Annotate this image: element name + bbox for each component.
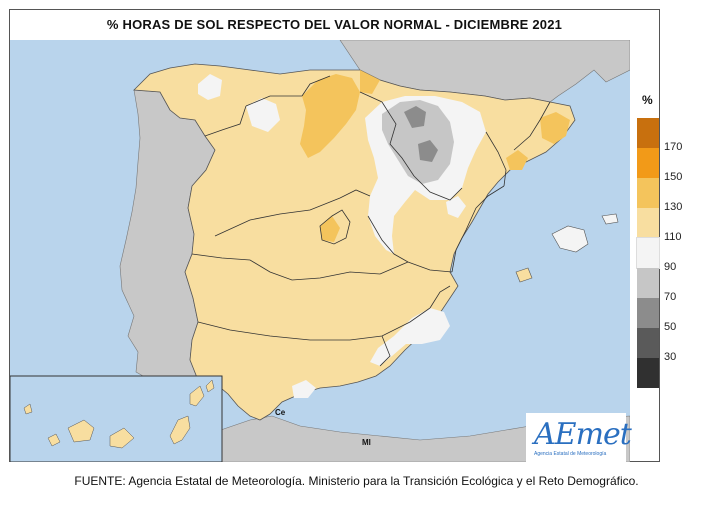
legend-swatch-7	[637, 298, 659, 328]
zone-near-normal-leon	[246, 98, 280, 132]
zone-well-above-cantabria	[300, 74, 360, 158]
legend-tick-30: 30	[664, 351, 677, 363]
legend-swatch-5	[636, 237, 660, 269]
source-footer: FUENTE: Agencia Estatal de Meteorología.…	[74, 474, 639, 488]
legend-swatch-4	[637, 208, 659, 238]
legend-swatch-3	[637, 178, 659, 208]
legend-swatch-1	[637, 118, 659, 148]
legend-tick-90: 90	[664, 261, 677, 273]
aemet-logo-tagline: Agencia Estatal de Meteorología	[534, 451, 607, 457]
zone-well-below-normal-b	[418, 140, 438, 162]
legend-tick-170: 170	[664, 141, 683, 153]
zone-well-above-catalonia	[540, 112, 570, 144]
mallorca	[551, 225, 589, 253]
legend-swatch-2	[637, 148, 659, 178]
zone-near-normal-mediterranean	[446, 196, 466, 218]
legend-swatch-6	[637, 268, 659, 298]
zone-well-below-normal-a	[404, 106, 426, 128]
aemet-logo-text: AEmet	[534, 417, 632, 452]
ibiza	[515, 267, 533, 283]
zone-near-normal-malaga	[292, 380, 316, 398]
zone-near-normal-sureste	[370, 308, 450, 366]
legend-tick-110: 110	[664, 231, 682, 243]
canary-inset	[10, 375, 223, 462]
legend-tick-130: 130	[664, 201, 683, 213]
zone-near-normal-galicia	[198, 74, 222, 100]
legend-tick-50: 50	[664, 321, 677, 333]
legend-swatch-8	[637, 328, 659, 358]
sunshine-map	[10, 40, 630, 462]
map-title: % HORAS DE SOL RESPECTO DEL VALOR NORMAL…	[106, 17, 563, 32]
canary-islands	[23, 379, 215, 449]
zone-well-above-ebro	[506, 150, 528, 170]
menorca	[601, 213, 619, 225]
aemet-logo: AEmet Agencia Estatal de Meteorología	[526, 413, 632, 463]
map-frame: % HORAS DE SOL RESPECTO DEL VALOR NORMAL…	[9, 9, 660, 463]
legend-tick-70: 70	[664, 291, 677, 303]
ceuta-label: Ce	[275, 408, 286, 417]
region-borders	[191, 75, 551, 367]
legend-swatch-9	[637, 358, 659, 388]
zone-well-above-coast	[360, 70, 380, 94]
zone-below-normal	[382, 100, 454, 184]
melilla-label: Ml	[362, 438, 371, 447]
legend-unit: %	[642, 93, 653, 107]
zone-well-above-madrid	[320, 216, 340, 242]
legend-tick-150: 150	[664, 171, 683, 183]
